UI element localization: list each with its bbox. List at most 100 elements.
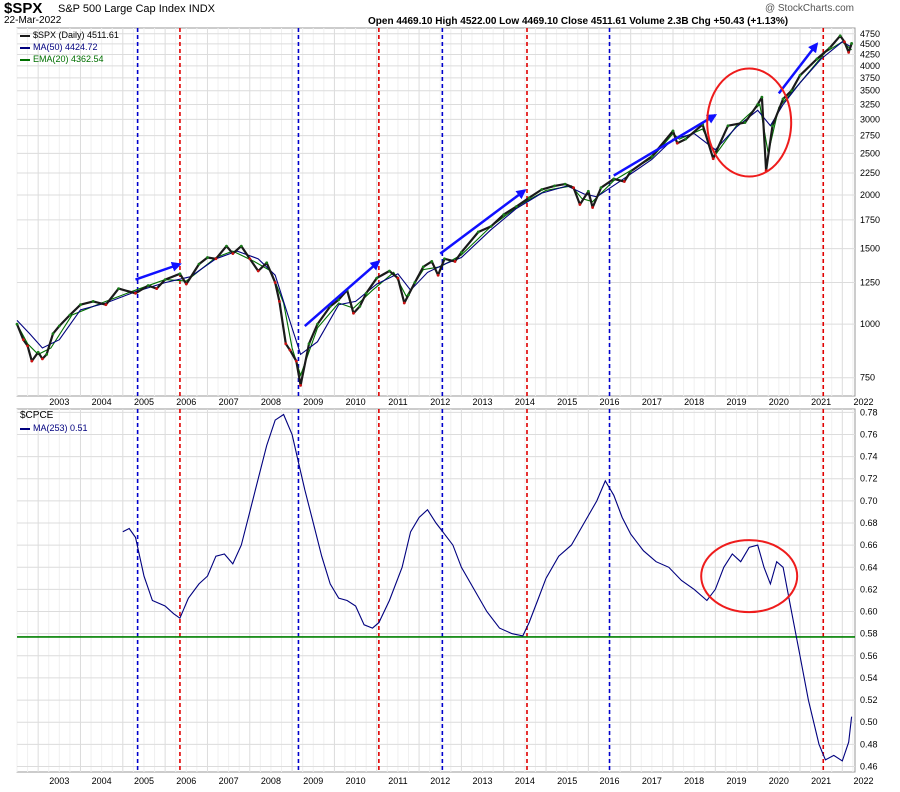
spx-price-point [815, 57, 819, 61]
spx-price-point [527, 196, 531, 200]
spx-price-point [553, 184, 556, 188]
lower-panel-title: $CPCE [20, 410, 54, 421]
lower-y-tick-label: 0.74 [860, 452, 878, 462]
legend-ema20: EMA(20) 4362.54 [20, 54, 104, 64]
lower-x-tick-label: 2021 [811, 776, 831, 786]
upper-x-tick-label: 2020 [769, 397, 789, 407]
spx-price-point [307, 342, 311, 346]
spx-price-point [104, 303, 108, 307]
lower-y-tick-label: 0.72 [860, 474, 878, 484]
upper-y-tick-label: 1500 [860, 244, 880, 254]
spx-price-point [155, 287, 159, 291]
spx-price-point [847, 50, 851, 54]
legend-price-swatch [20, 34, 30, 37]
lower-x-tick-label: 2019 [726, 776, 746, 786]
trend-arrow [777, 42, 819, 95]
spx-price-point [760, 95, 764, 99]
lower-y-tick-label: 0.58 [860, 629, 878, 639]
spx-price-point [436, 273, 440, 277]
spx-price-point [284, 342, 288, 346]
spx-price-point [402, 301, 406, 305]
upper-x-tick-label: 2003 [49, 397, 69, 407]
spx-price-point [850, 42, 854, 45]
upper-y-tick-label: 1000 [860, 319, 880, 329]
cpce-series [17, 413, 855, 762]
spx-price-point [413, 281, 417, 284]
spx-price-point [489, 224, 493, 228]
spx-price-point [502, 213, 506, 217]
spx-price-point [591, 206, 594, 209]
upper-y-tick-label: 4750 [860, 29, 880, 39]
upper-y-tick-label: 3000 [860, 114, 880, 124]
spx-price-point [184, 282, 188, 286]
upper-y-tick-label: 3500 [860, 86, 880, 96]
trend-arrow [613, 114, 718, 177]
spx-price-point [650, 155, 654, 158]
upper-x-tick-label: 2022 [853, 397, 873, 407]
lower-x-tick-label: 2018 [684, 776, 704, 786]
lower-x-tick-label: 2010 [346, 776, 366, 786]
lower-x-tick-label: 2016 [600, 776, 620, 786]
legend-price-label: $SPX (Daily) 4511.61 [33, 30, 119, 40]
lower-y-tick-label: 0.68 [860, 518, 878, 528]
trend-arrow [439, 189, 527, 255]
spx-price-point [586, 189, 590, 193]
spx-price-point [453, 260, 457, 263]
spx-price-point [599, 186, 603, 190]
upper-x-tick-label: 2013 [473, 397, 493, 407]
index-name-label: S&P 500 Large Cap Index [58, 3, 186, 15]
lower-y-tick-label: 0.52 [860, 695, 878, 705]
spx-price-point [421, 265, 425, 269]
upper-x-tick-label: 2004 [92, 397, 112, 407]
spx-price-point [225, 244, 228, 248]
lower-x-tick-label: 2006 [176, 776, 196, 786]
upper-y-tick-label: 1250 [860, 278, 880, 288]
legend-cpce-swatch [20, 427, 30, 430]
upper-x-tick-label: 2019 [726, 397, 746, 407]
ohlc-summary: Open 4469.10 High 4522.00 Low 4469.10 Cl… [368, 16, 789, 27]
spx-price-point [68, 313, 72, 317]
lower-x-tick-label: 2013 [473, 776, 493, 786]
upper-y-tick-label: 2250 [860, 168, 880, 178]
spx-price-point [163, 278, 167, 281]
spx-price-point [629, 169, 633, 173]
lower-x-tick-label: 2004 [92, 776, 112, 786]
lower-x-tick-label: 2020 [769, 776, 789, 786]
spx-price-point [743, 121, 747, 124]
spx-price-point [828, 46, 832, 50]
lower-y-tick-label: 0.56 [860, 651, 878, 661]
spx-price-point [459, 250, 463, 254]
spx-price-point [407, 293, 410, 297]
spx-price-point [40, 357, 44, 361]
spx-price-point [134, 291, 137, 295]
upper-panel-frame [16, 27, 856, 397]
spx-price-point [622, 180, 626, 183]
lower-x-tick-label: 2017 [642, 776, 662, 786]
cpce-ma253-line [122, 413, 853, 762]
spx-price-point [294, 359, 298, 363]
spx-price-point [278, 299, 281, 303]
spx-price-point [26, 344, 29, 348]
watermark: @ StockCharts.com [764, 3, 854, 14]
upper-x-tick-label: 2021 [811, 397, 831, 407]
legend-cpce-ma: MA(253) 0.51 [20, 423, 88, 433]
spx-price-point [675, 141, 679, 145]
spx-price-point [684, 137, 688, 141]
lower-y-tick-label: 0.48 [860, 739, 878, 749]
spx-price-point [265, 261, 269, 265]
upper-x-tick-label: 2014 [515, 397, 535, 407]
lower-y-tick-label: 0.50 [860, 717, 878, 727]
spx-price-point [612, 177, 616, 181]
spx-price-point [771, 124, 774, 128]
lower-y-tick-label: 0.64 [860, 562, 878, 572]
spx-price-point [476, 230, 480, 234]
spx-price-point [206, 256, 209, 259]
spx-price-point [388, 269, 391, 273]
spx-price-point [21, 338, 25, 342]
spx-price-point [299, 383, 302, 387]
lower-x-tick-label: 2014 [515, 776, 535, 786]
upper-x-tick-label: 2010 [346, 397, 366, 407]
spx-price-point [30, 359, 34, 363]
upper-x-tick-label: 2005 [134, 397, 154, 407]
lower-x-tick-label: 2015 [557, 776, 577, 786]
